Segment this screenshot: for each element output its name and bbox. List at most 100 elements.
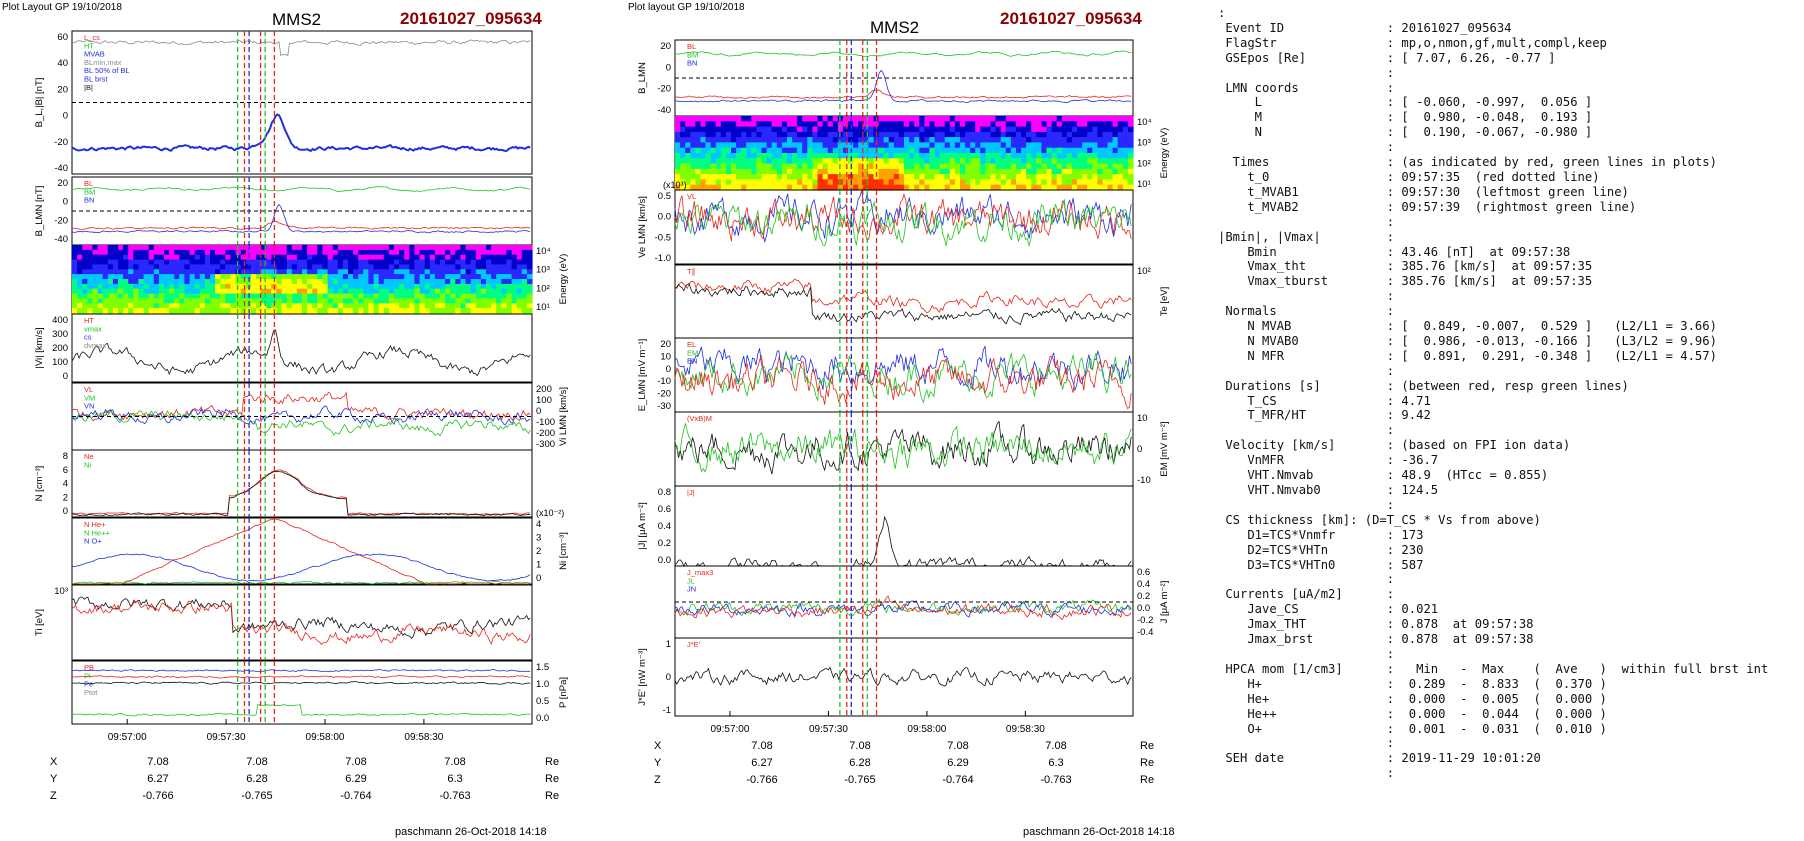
- spectrogram-cell: [153, 288, 160, 295]
- spectrogram-cell: [470, 279, 477, 285]
- spectrogram-cell: [174, 249, 180, 256]
- spectrogram-cell: [919, 147, 925, 154]
- spectrogram-cell: [394, 279, 400, 285]
- series-line: [674, 199, 1132, 248]
- spectrogram-cell: [465, 274, 472, 280]
- spectrogram-cell: [434, 279, 441, 285]
- spectrogram-cell: [148, 308, 155, 314]
- spectrogram-cell: [787, 142, 793, 149]
- spectrogram-cell: [138, 288, 145, 295]
- spectrogram-cell: [92, 303, 99, 309]
- spectrogram-cell: [680, 126, 686, 133]
- spectrogram-cell: [949, 174, 956, 180]
- spectrogram-cell: [1041, 131, 1048, 138]
- spectrogram-cell: [1036, 126, 1042, 133]
- spectrogram-cell: [939, 179, 946, 186]
- spectrogram-cell: [771, 126, 778, 133]
- spectrogram-cell: [342, 283, 349, 290]
- spectrogram-cell: [761, 179, 768, 186]
- spectrogram-cell: [491, 269, 497, 275]
- spectrogram-cell: [1087, 137, 1093, 143]
- spectrogram-cell: [123, 259, 129, 266]
- spectrogram-cell: [832, 158, 839, 165]
- spectrogram-cell: [842, 168, 849, 175]
- spectrogram-cell: [174, 279, 180, 285]
- spectrogram-cell: [394, 274, 400, 280]
- spectrogram-cell: [695, 179, 702, 186]
- spectrogram-cell: [501, 283, 507, 290]
- spectrogram-cell: [949, 163, 956, 170]
- spectrogram-cell: [348, 293, 354, 300]
- spectrogram-cell: [776, 126, 783, 133]
- spectrogram-cell: [225, 259, 231, 266]
- spectrogram-cell: [675, 153, 681, 159]
- spectrogram-cell: [317, 249, 323, 256]
- spectrogram-cell: [169, 254, 175, 261]
- spectrogram-cell: [179, 288, 185, 295]
- spectrogram-cell: [776, 131, 783, 138]
- spectrogram-cell: [414, 288, 421, 295]
- spectrogram-cell: [220, 274, 226, 280]
- spectrogram-cell: [220, 264, 226, 270]
- spectrogram-cell: [368, 298, 375, 304]
- spectrogram-cell: [980, 126, 986, 133]
- spectrogram-cell: [383, 264, 390, 270]
- spectrogram-cell: [705, 142, 712, 149]
- spectrogram-cell: [271, 264, 277, 270]
- spectrogram-cell: [1031, 137, 1037, 143]
- spectrogram-cell: [1036, 137, 1042, 143]
- spectrogram-cell: [904, 142, 910, 149]
- spectrogram-cell: [888, 121, 895, 128]
- spectrogram-cell: [817, 163, 824, 170]
- spectrogram-cell: [736, 179, 742, 186]
- spectrogram-cell: [337, 254, 344, 261]
- coord-value: 6.28: [849, 757, 871, 769]
- spectrogram-cell: [1031, 179, 1037, 186]
- spectrogram-cell: [720, 142, 727, 149]
- spectrogram-cell: [296, 269, 303, 275]
- spectrogram-cell: [965, 158, 971, 165]
- spectrogram-cell: [975, 147, 981, 154]
- spectrogram-cell: [322, 298, 329, 304]
- spectrogram-cell: [521, 293, 528, 300]
- spectrogram-cell: [675, 116, 681, 122]
- spectrogram-cell: [731, 147, 737, 154]
- spectrogram-cell: [863, 116, 869, 122]
- spectrogram-cell: [179, 245, 185, 251]
- spectrogram-cell: [169, 245, 175, 251]
- spectrogram-cell: [1117, 147, 1124, 154]
- spectrogram-cell: [143, 269, 150, 275]
- spectrogram-cell: [1071, 168, 1078, 175]
- spectrogram-cell: [240, 269, 247, 275]
- spectrogram-cell: [1036, 174, 1042, 180]
- spectrogram-cell: [348, 303, 354, 309]
- spectrogram-cell: [797, 174, 803, 180]
- spectrogram-cell: [465, 254, 472, 261]
- spectrogram-cell: [455, 259, 461, 266]
- legend-entry: MVAB: [84, 50, 105, 59]
- spectrogram-cell: [210, 303, 216, 309]
- spectrogram-cell: [353, 279, 359, 285]
- spectrogram-cell: [77, 303, 83, 309]
- spectrogram-cell: [715, 126, 722, 133]
- spectrogram-cell: [802, 168, 808, 175]
- spectrogram-cell: [189, 288, 196, 295]
- spectrogram-cell: [133, 308, 139, 314]
- spectrogram-cell: [317, 308, 323, 314]
- spectrogram-cell: [939, 137, 946, 143]
- spectrogram-cell: [445, 249, 451, 256]
- spectrogram-cell: [904, 126, 910, 133]
- spectrogram-cell: [373, 298, 380, 304]
- spectrogram-cell: [409, 303, 415, 309]
- spectrogram-cell: [700, 116, 707, 122]
- spectrogram-cell: [332, 249, 339, 256]
- summary-line: Jave_CS : 0.021: [1218, 602, 1439, 617]
- spectrogram-cell: [960, 168, 966, 175]
- axis-label: N [cm⁻³]: [34, 466, 45, 502]
- y-tick-label: -20: [657, 84, 671, 95]
- spectrogram-cell: [853, 147, 859, 154]
- spectrogram-cell: [832, 163, 839, 170]
- spectrogram-cell: [118, 249, 124, 256]
- spectrogram-cell: [944, 116, 951, 122]
